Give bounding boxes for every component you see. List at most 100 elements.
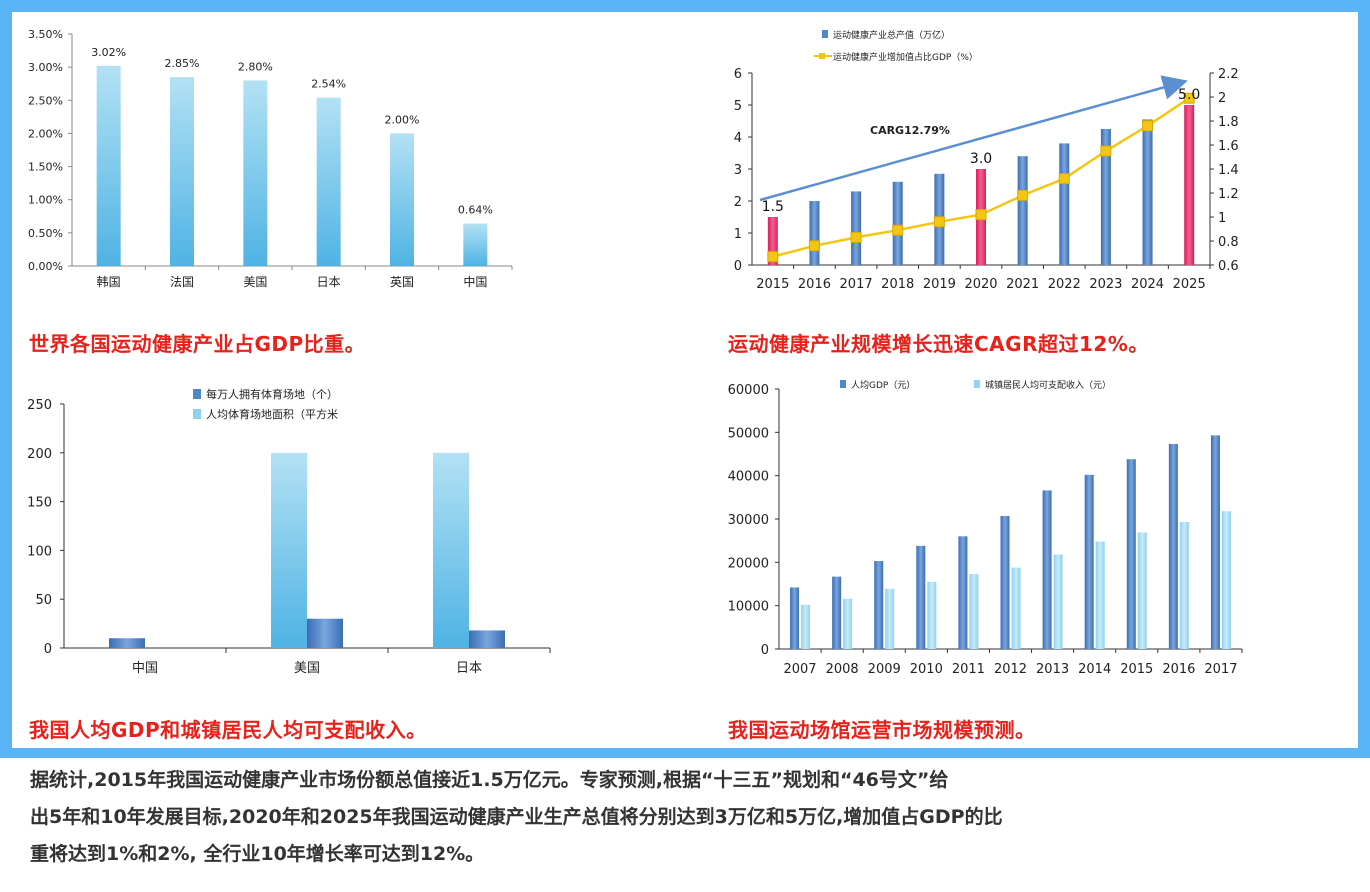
y-tick-label: 3.50%	[28, 28, 63, 41]
summary-paragraph: 据统计,2015年我国运动健康产业市场份额总值接近1.5万亿元。专家预测,根据“…	[30, 762, 1340, 873]
y-tick-label: 0.00%	[28, 260, 63, 273]
line-point	[850, 231, 862, 243]
y-tick-label-left: 6	[734, 67, 742, 82]
line-point	[808, 240, 820, 252]
bar	[1059, 143, 1070, 265]
legend-label: 城镇居民人均可支配收入（元）	[985, 379, 1111, 391]
bar	[96, 65, 121, 267]
bar-gdp-per-capita	[958, 536, 968, 649]
y-tick-label-right: 2.2	[1218, 67, 1239, 82]
chart-gdp-share: 0.00% 0.50% 1.00% 1.50% 2.00% 2.50% 3.00% 3.50%…	[28, 28, 513, 289]
line-point	[1058, 173, 1070, 185]
y-tick-label: 10000	[728, 600, 769, 615]
x-tick-label: 2015	[756, 277, 789, 292]
legend-swatch-gdp	[840, 380, 846, 388]
bar	[851, 191, 862, 265]
bar-disposable-income	[1221, 511, 1231, 649]
x-tick-label: 2009	[868, 662, 901, 677]
bar	[1017, 156, 1028, 265]
bar-disposable-income	[843, 598, 853, 649]
y-tick-label: 40000	[728, 470, 769, 485]
bar-disposable-income	[1095, 541, 1105, 649]
x-tick-label: 美国	[294, 661, 320, 676]
data-label: 2.85%	[165, 57, 200, 70]
data-label: 3.0	[970, 151, 992, 167]
data-label: 2.00%	[385, 113, 420, 126]
line-point	[975, 209, 987, 221]
y-tick-label-right: 2	[1218, 91, 1226, 106]
x-tick-label: 2015	[1120, 662, 1153, 677]
y-tick-label-right: 0.6	[1218, 259, 1239, 274]
x-tick-label: 2016	[798, 277, 831, 292]
bar	[316, 97, 341, 267]
legend-label: 运动健康产业增加值占比GDP（%）	[833, 51, 978, 63]
bar-disposable-income	[885, 588, 895, 649]
x-tick-label: 2013	[1036, 662, 1069, 677]
x-tick-label: 2022	[1048, 277, 1081, 292]
legend-swatch-point	[819, 53, 825, 59]
line-point	[1142, 120, 1154, 132]
data-label: 0.64%	[458, 204, 493, 217]
cagr-arrow	[759, 75, 1188, 202]
y-tick-label: 2.50%	[28, 94, 63, 107]
y-tick-label: 1.00%	[28, 194, 63, 207]
y-tick-label-right: 1.6	[1218, 139, 1239, 154]
x-tick-label: 2008	[826, 662, 859, 677]
bar	[1100, 129, 1111, 265]
y-tick-label: 150	[27, 496, 52, 511]
y-tick-label-right: 1.8	[1218, 115, 1239, 130]
x-tick-label: 2023	[1089, 277, 1122, 292]
bar	[463, 223, 488, 266]
line-point	[767, 251, 779, 263]
y-tick-label: 50000	[728, 426, 769, 441]
bar-disposable-income	[1053, 554, 1063, 649]
x-tick-label: 2017	[1204, 662, 1237, 677]
bar-disposable-income	[1179, 522, 1189, 649]
bar-gdp-per-capita	[1084, 474, 1094, 649]
y-tick-label: 0	[44, 642, 52, 657]
bar-disposable-income	[801, 604, 811, 649]
x-tick-label: 2024	[1131, 277, 1164, 292]
bar-area-per-capita	[271, 452, 307, 648]
data-label: 2.80%	[238, 60, 273, 73]
bar-gdp-per-capita	[1168, 444, 1178, 649]
bar-area-per-capita	[433, 452, 469, 648]
bar	[892, 181, 903, 265]
bar	[767, 217, 778, 265]
caption-gdp-share: 世界各国运动健康产业占GDP比重。	[29, 332, 366, 356]
x-tick-label: 美国	[243, 275, 267, 289]
legend-label: 运动健康产业总产值（万亿）	[833, 29, 950, 41]
x-tick-label: 2012	[994, 662, 1027, 677]
x-tick-label: 2014	[1078, 662, 1111, 677]
bar-gdp-per-capita	[1000, 515, 1010, 649]
y-tick-label: 1.50%	[28, 161, 63, 174]
y-tick-label: 100	[27, 544, 52, 559]
x-tick-label: 2021	[1006, 277, 1039, 292]
legend-swatch-income	[974, 380, 980, 388]
x-tick-label: 中国	[132, 661, 158, 676]
chart-industry-growth: 0 1 2 3 4 5 6 0.6 0.8 1 1.2 1.4 1.6 1.8 2 2.2 2015 2016 20…	[734, 29, 1239, 292]
annotation-cagr: CARG12.79%	[870, 124, 950, 137]
summary-line-1: 据统计,2015年我国运动健康产业市场份额总值接近1.5万亿元。专家预测,根据“…	[30, 769, 949, 791]
charts-canvas: 0.00% 0.50% 1.00% 1.50% 2.00% 2.50% 3.00% 3.50%…	[27, 28, 1243, 677]
legend-swatch-bar	[822, 30, 828, 38]
y-tick-label-right: 0.8	[1218, 235, 1239, 250]
data-label: 1.5	[762, 199, 784, 215]
bar-disposable-income	[927, 581, 937, 649]
bar-venues-per-10k	[307, 618, 343, 648]
caption-gdp-income: 我国人均GDP和城镇居民人均可支配收入。	[29, 718, 427, 742]
bar-gdp-per-capita	[832, 576, 842, 649]
caption-industry-growth: 运动健康产业规模增长迅速CAGR超过12%。	[728, 332, 1149, 356]
chart-gdp-income: 0 10000 20000 30000 40000 50000 60000 2007 2008 2…	[728, 379, 1243, 677]
bar-disposable-income	[1137, 532, 1147, 649]
bar-gdp-per-capita	[874, 561, 884, 649]
x-tick-label: 2016	[1162, 662, 1195, 677]
x-tick-label: 日本	[456, 661, 482, 676]
legend-label: 人均GDP（元）	[851, 379, 915, 391]
y-tick-label: 20000	[728, 556, 769, 571]
caption-venue-forecast: 我国运动场馆运营市场规模预测。	[728, 718, 1036, 742]
x-tick-label: 英国	[390, 275, 414, 289]
y-tick-label-right: 1.4	[1218, 163, 1239, 178]
y-tick-label-left: 0	[734, 259, 742, 274]
data-label: 5.0	[1178, 87, 1200, 103]
